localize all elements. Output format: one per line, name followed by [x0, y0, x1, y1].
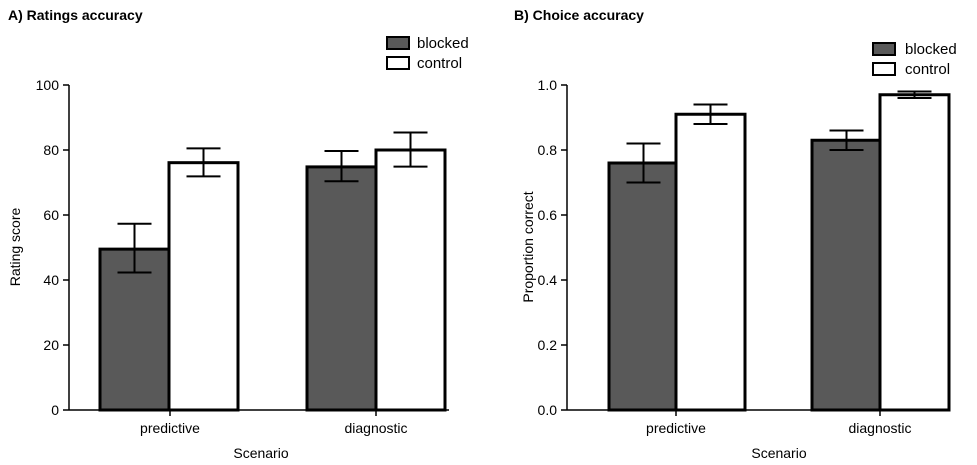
y-tick-label: 20	[43, 337, 59, 353]
y-tick-label: 0	[51, 402, 59, 418]
y-tick-label: 0.6	[538, 207, 558, 223]
bar-blocked-predictive	[607, 161, 680, 412]
bar-control-diagnostic	[878, 93, 951, 412]
y-tick-label: 0.8	[538, 142, 558, 158]
chart-panel-choice: B) Choice accuracy 0.0 0.2 0.4 0.6 0.8 1.0 pred…	[514, 7, 957, 461]
y-axis-label: Rating score	[7, 207, 23, 286]
legend-label-control: control	[905, 61, 950, 78]
chart-panel-ratings: A) Ratings accuracy 0 20 40 60 80 100 predictiv…	[7, 7, 469, 461]
legend-swatch-control	[386, 56, 410, 70]
legend-label-blocked: blocked	[417, 35, 469, 52]
x-tick-label-diagnostic: diagnostic	[344, 420, 407, 436]
bar-control-predictive	[674, 112, 747, 412]
y-tick-label: 80	[43, 142, 59, 158]
chart-title: B) Choice accuracy	[514, 7, 644, 23]
legend-label-blocked: blocked	[905, 41, 957, 58]
bar-control-diagnostic	[374, 148, 447, 412]
chart-title: A) Ratings accuracy	[8, 7, 143, 23]
legend: blocked control	[386, 35, 469, 72]
y-tick-label: 0.2	[538, 337, 558, 353]
legend-label-control: control	[417, 55, 462, 72]
y-axis-label: Proportion correct	[520, 191, 536, 302]
x-tick-label-predictive: predictive	[646, 420, 706, 436]
bar-control-predictive	[167, 161, 240, 412]
x-tick-label-diagnostic: diagnostic	[848, 420, 911, 436]
y-tick-label: 60	[43, 207, 59, 223]
legend-swatch-blocked	[872, 42, 896, 56]
y-tick-label: 0.4	[538, 272, 558, 288]
bar-blocked-diagnostic	[810, 138, 883, 412]
x-axis-label: Scenario	[751, 445, 806, 461]
y-tick-label: 100	[36, 77, 60, 93]
legend-swatch-control	[872, 62, 896, 76]
y-tick-label: 1.0	[538, 77, 558, 93]
x-tick-label-predictive: predictive	[140, 420, 200, 436]
x-axis-label: Scenario	[233, 445, 288, 461]
bar-blocked-diagnostic	[305, 165, 378, 412]
y-tick-label: 0.0	[538, 402, 558, 418]
legend: blocked control	[872, 41, 957, 78]
y-tick-label: 40	[43, 272, 59, 288]
legend-swatch-blocked	[386, 36, 410, 50]
